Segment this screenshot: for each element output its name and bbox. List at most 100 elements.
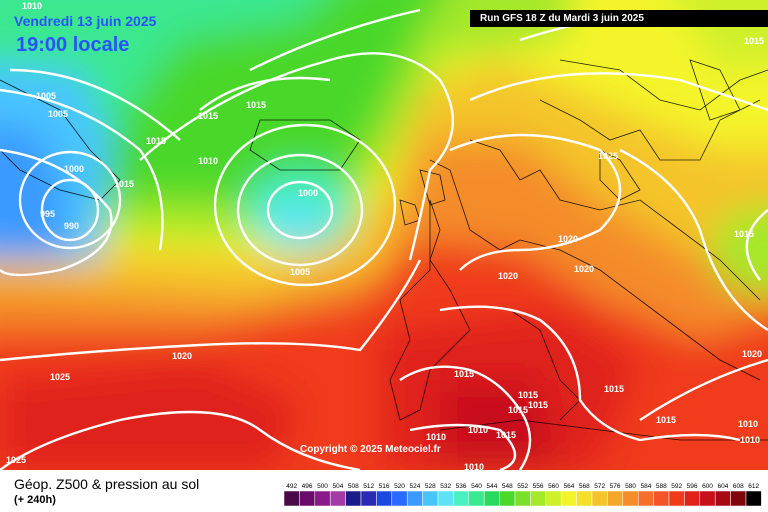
legend-value: 492 [286, 483, 297, 490]
legend-value: 572 [594, 483, 605, 490]
legend-value: 508 [348, 483, 359, 490]
legend-swatch [607, 490, 624, 507]
legend-value: 536 [456, 483, 467, 490]
legend-swatch [283, 490, 300, 507]
isobar-label: 1015 [734, 229, 754, 239]
isobar-label: 1010 [426, 432, 446, 442]
legend-swatch [360, 490, 377, 507]
legend-value: 596 [687, 483, 698, 490]
legend-swatch [483, 490, 500, 507]
legend-swatch [684, 490, 701, 507]
isobar-label: 1010 [22, 1, 42, 11]
weather-map: 1010 1005 1005 1000 995 990 1015 1015 10… [0, 0, 768, 470]
isobar-label: 1015 [114, 179, 134, 189]
legend-swatch [699, 490, 716, 507]
model-run-info: Run GFS 18 Z du Mardi 3 juin 2025 [470, 10, 768, 27]
color-scale-legend: 492 496 500 504 508 512 516 520 524 528 532 536 540 5… [283, 483, 762, 507]
forecast-date: Vendredi 13 juin 2025 [14, 13, 157, 29]
isobar-label: 1005 [48, 109, 68, 119]
legend-value: 540 [471, 483, 482, 490]
forecast-lead-time: (+ 240h) [14, 494, 56, 506]
legend-value: 544 [486, 483, 497, 490]
legend-value: 524 [409, 483, 420, 490]
legend-value: 580 [625, 483, 636, 490]
isobar-label: 1025 [6, 455, 26, 465]
isobar-label: 1015 [246, 100, 266, 110]
legend-swatch [714, 490, 731, 507]
copyright-notice: Copyright © 2025 Meteociel.fr [300, 444, 441, 455]
legend-value: 576 [610, 483, 621, 490]
isobar-label: 1010 [738, 419, 758, 429]
legend-swatch [376, 490, 393, 507]
legend-value: 512 [363, 483, 374, 490]
legend-value: 588 [656, 483, 667, 490]
coastlines [0, 59, 768, 441]
legend-swatch [560, 490, 577, 507]
legend-swatch [745, 490, 762, 507]
geopotential-field [0, 0, 768, 470]
isobar-label: 1000 [64, 164, 84, 174]
isobar-labels: 1010 1005 1005 1000 995 990 1015 1015 10… [6, 1, 764, 470]
legend-value: 504 [332, 483, 343, 490]
legend-value: 532 [440, 483, 451, 490]
isobar-label: 1005 [290, 267, 310, 277]
legend-swatch [406, 490, 423, 507]
legend-value: 516 [379, 483, 390, 490]
legend-swatch [391, 490, 408, 507]
legend-value: 556 [533, 483, 544, 490]
isobar-label: 1020 [742, 349, 762, 359]
legend-swatch [545, 490, 562, 507]
legend-swatch [576, 490, 593, 507]
legend-swatch [591, 490, 608, 507]
legend-value: 496 [302, 483, 313, 490]
legend-swatch [314, 490, 331, 507]
isobar-label: 1015 [604, 384, 624, 394]
legend-swatch [637, 490, 654, 507]
legend-swatch [730, 490, 747, 507]
legend-value: 608 [733, 483, 744, 490]
legend-value: 520 [394, 483, 405, 490]
legend-value: 568 [579, 483, 590, 490]
legend-swatch [345, 490, 362, 507]
legend-value: 604 [717, 483, 728, 490]
legend-swatch [530, 490, 547, 507]
legend-swatch [622, 490, 639, 507]
isobar-label: 1015 [508, 405, 528, 415]
legend-swatch [668, 490, 685, 507]
isobar-label: 1015 [518, 390, 538, 400]
isobar-label: 1025 [598, 151, 618, 161]
isobar-label: 1015 [744, 36, 764, 46]
isobar-label: 1015 [656, 415, 676, 425]
legend-value: 564 [563, 483, 574, 490]
isobar-label: 1015 [528, 400, 548, 410]
isobar-label: 1000 [298, 188, 318, 198]
forecast-time: 19:00 locale [16, 34, 130, 56]
isobar-label: 1010 [464, 462, 484, 470]
isobar-label: 1010 [468, 425, 488, 435]
legend-swatch [437, 490, 454, 507]
isobar-label: 1020 [172, 351, 192, 361]
isobar-label: 1005 [36, 91, 56, 101]
isobar-label: 1015 [454, 369, 474, 379]
legend-swatch [499, 490, 516, 507]
isobar-label: 1020 [558, 234, 578, 244]
isobars [0, 8, 768, 470]
isobar-label: 1010 [198, 156, 218, 166]
legend-swatch [422, 490, 439, 507]
isobar-label: 1025 [50, 372, 70, 382]
legend-value: 584 [640, 483, 651, 490]
legend-swatch [453, 490, 470, 507]
legend-value: 600 [702, 483, 713, 490]
isobar-label: 1020 [574, 264, 594, 274]
legend-swatch [299, 490, 316, 507]
legend-value: 528 [425, 483, 436, 490]
isobar-label: 1015 [198, 111, 218, 121]
legend-value: 552 [517, 483, 528, 490]
legend-swatch [653, 490, 670, 507]
legend-value: 560 [548, 483, 559, 490]
legend-swatch [468, 490, 485, 507]
legend-value: 612 [748, 483, 759, 490]
legend-swatch [514, 490, 531, 507]
isobar-label: 995 [40, 209, 55, 219]
legend-value: 500 [317, 483, 328, 490]
